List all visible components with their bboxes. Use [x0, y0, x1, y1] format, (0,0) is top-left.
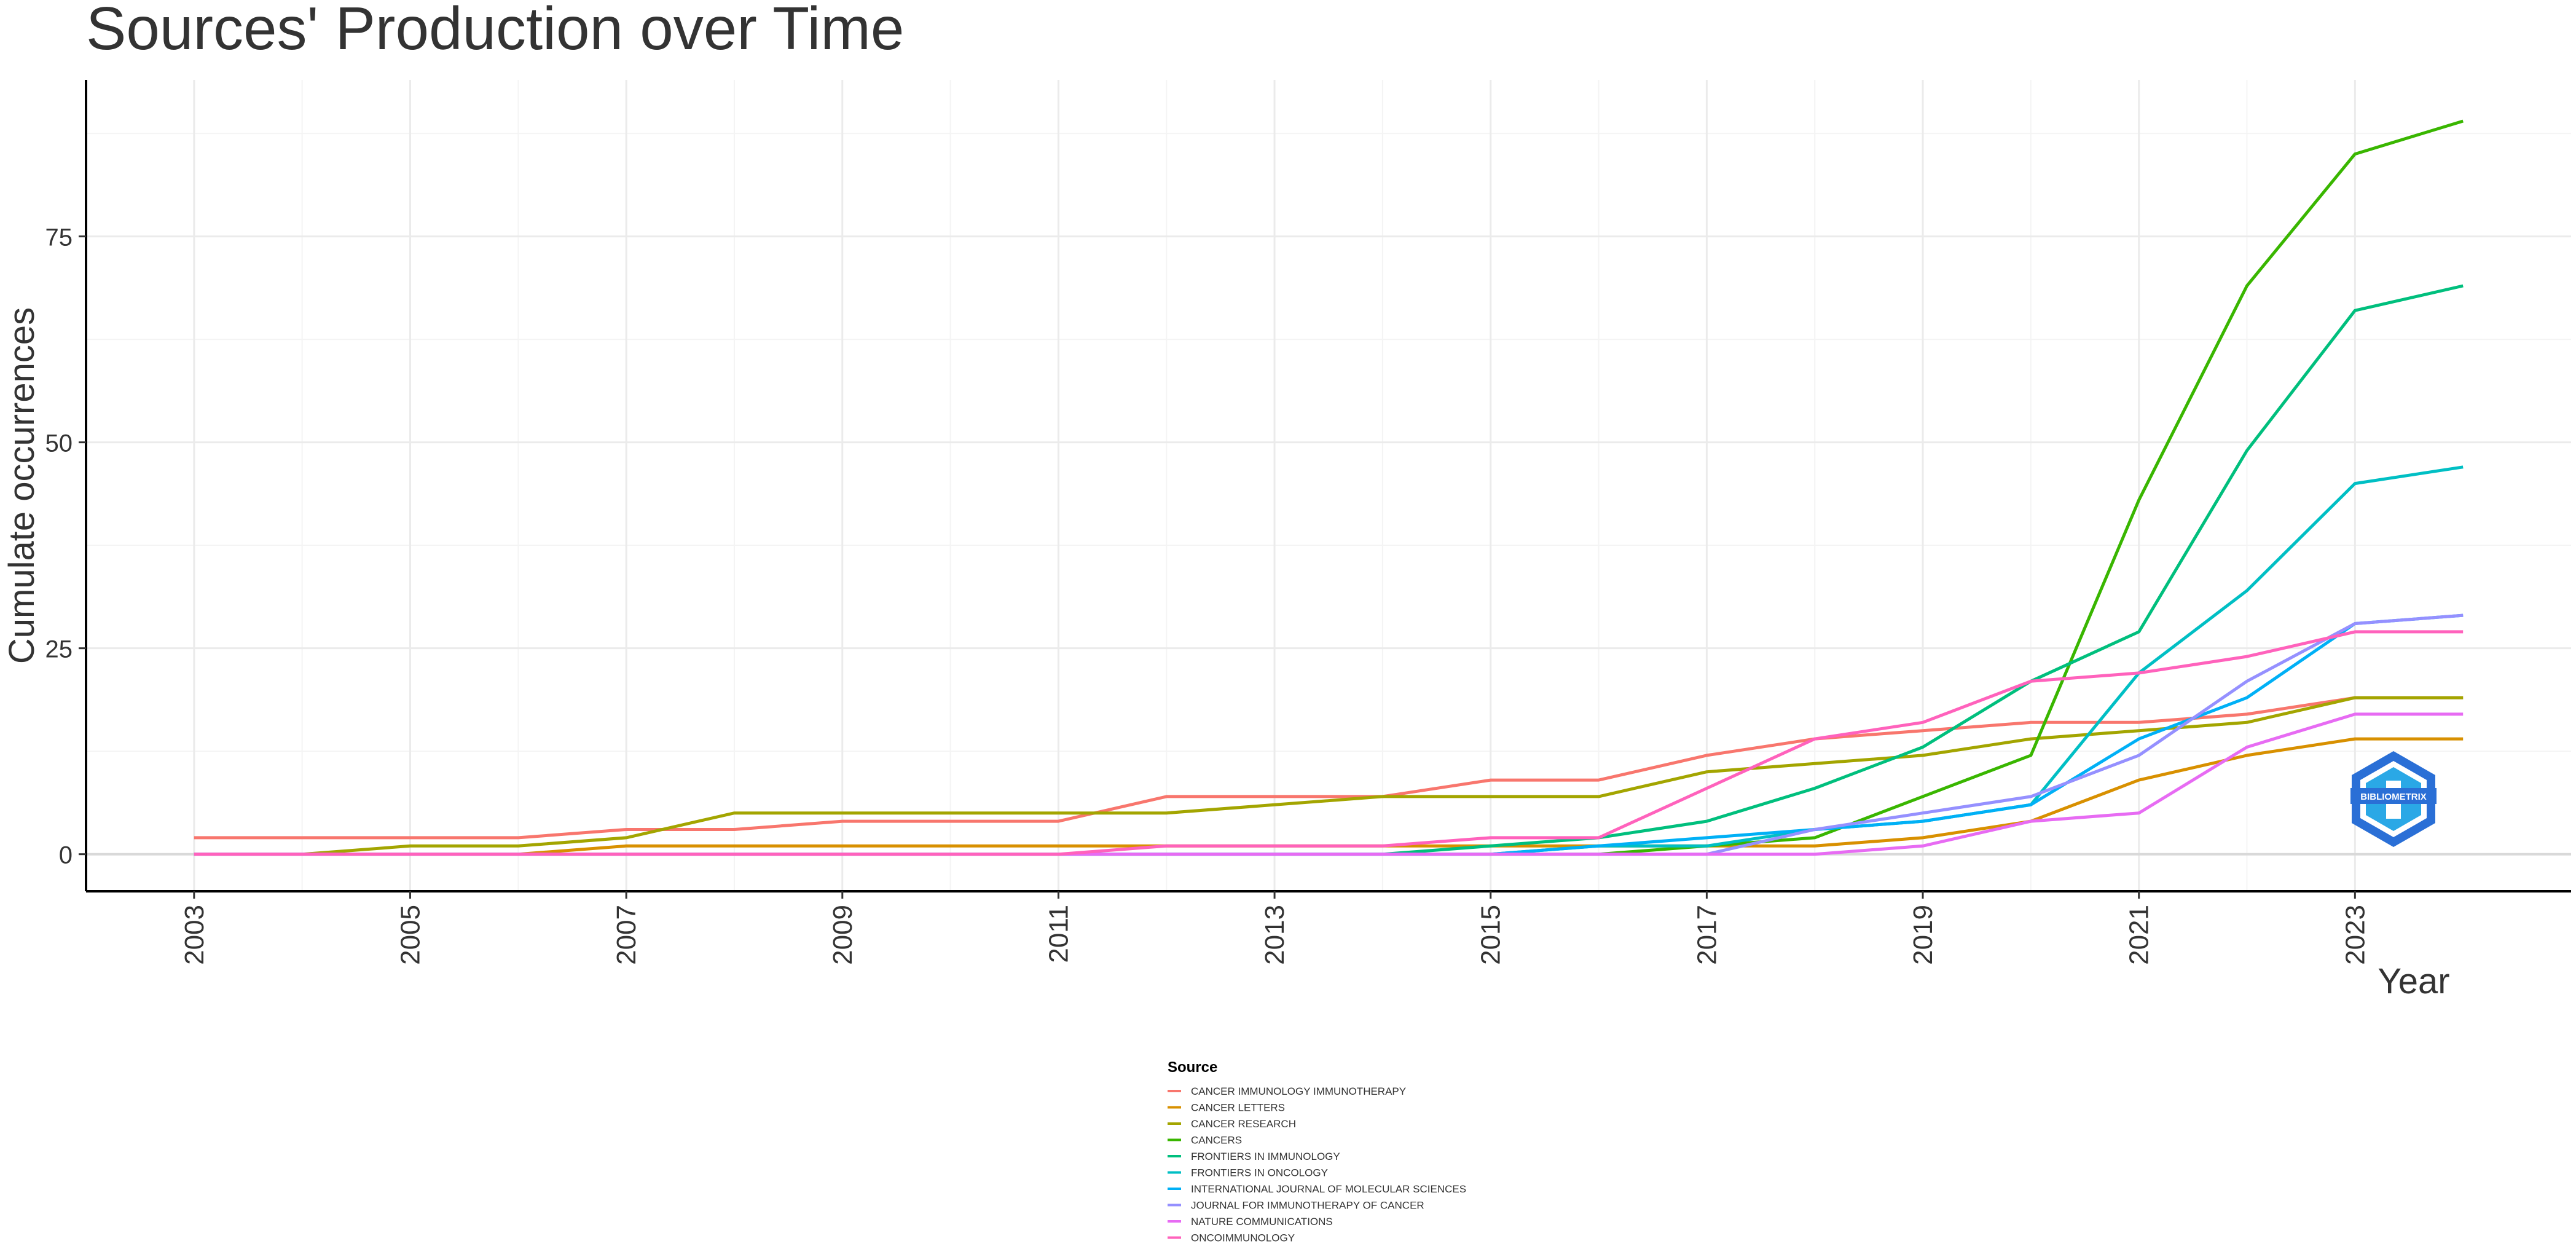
legend-item: FRONTIERS IN IMMUNOLOGY	[1168, 1151, 1340, 1162]
x-tick-label: 2013	[1260, 905, 1290, 965]
logo-text: BIBLIOMETRIX	[2360, 792, 2427, 802]
logo-banner	[2350, 788, 2437, 804]
legend-item: NATURE COMMUNICATIONS	[1168, 1216, 1333, 1227]
x-tick-label: 2023	[2340, 905, 2370, 965]
legend-item: ONCOIMMUNOLOGY	[1168, 1232, 1295, 1244]
x-tick-label: 2007	[611, 905, 642, 965]
legend-label: NATURE COMMUNICATIONS	[1191, 1216, 1333, 1227]
x-tick-label: 2005	[395, 905, 425, 965]
legend-item: CANCER IMMUNOLOGY IMMUNOTHERAPY	[1168, 1085, 1406, 1097]
x-axis-title: Year	[2378, 961, 2449, 1001]
legend: CANCER IMMUNOLOGY IMMUNOTHERAPY CANCER LE…	[1168, 1085, 1466, 1244]
legend-label: ONCOIMMUNOLOGY	[1191, 1232, 1295, 1244]
x-tick-label: 2009	[828, 905, 858, 965]
legend-item: INTERNATIONAL JOURNAL OF MOLECULAR SCIEN…	[1168, 1183, 1466, 1195]
legend-label: CANCER IMMUNOLOGY IMMUNOTHERAPY	[1191, 1085, 1406, 1097]
legend-item: JOURNAL FOR IMMUNOTHERAPY OF CANCER	[1168, 1200, 1424, 1212]
x-tick-label: 2019	[1908, 905, 1938, 965]
x-tick-label: 2015	[1476, 905, 1506, 965]
x-tick-label: 2017	[1692, 905, 1722, 965]
y-axis-ticks: 0 25 50 75	[45, 224, 86, 869]
series-line	[194, 630, 2464, 856]
legend-item: CANCER LETTERS	[1168, 1102, 1285, 1114]
legend-label: FRONTIERS IN ONCOLOGY	[1191, 1167, 1328, 1179]
series-lines	[194, 119, 2464, 856]
series-line	[194, 696, 2464, 840]
x-tick-label: 2021	[2124, 905, 2154, 965]
x-tick-label: 2003	[179, 905, 210, 965]
legend-label: CANCER RESEARCH	[1191, 1118, 1296, 1130]
bibliometrix-logo: BIBLIOMETRIX	[2350, 751, 2437, 847]
y-tick-label: 0	[59, 842, 73, 869]
y-tick-label: 25	[45, 636, 73, 663]
legend-title: Source	[1168, 1059, 1217, 1076]
legend-item: CANCER RESEARCH	[1168, 1118, 1296, 1130]
legend-label: CANCER LETTERS	[1191, 1102, 1285, 1114]
y-axis-title: Cumulate occurrences	[2, 307, 42, 664]
chart-title: Sources' Production over Time	[86, 0, 904, 62]
legend-label: CANCERS	[1191, 1135, 1242, 1146]
legend-item: FRONTIERS IN ONCOLOGY	[1168, 1167, 1328, 1179]
x-axis-ticks: 2003 2005 2007 2009 2011 2013 2015 2017 2019 2021…	[179, 891, 2370, 965]
legend-label: FRONTIERS IN IMMUNOLOGY	[1191, 1151, 1340, 1162]
legend-item: CANCERS	[1168, 1135, 1242, 1146]
y-tick-label: 50	[45, 430, 73, 457]
series-line	[194, 696, 2464, 856]
legend-label: INTERNATIONAL JOURNAL OF MOLECULAR SCIEN…	[1191, 1183, 1466, 1195]
minor-gridlines	[86, 80, 2571, 891]
y-tick-label: 75	[45, 224, 73, 251]
legend-label: JOURNAL FOR IMMUNOTHERAPY OF CANCER	[1191, 1200, 1424, 1212]
x-tick-label: 2011	[1043, 905, 1074, 963]
